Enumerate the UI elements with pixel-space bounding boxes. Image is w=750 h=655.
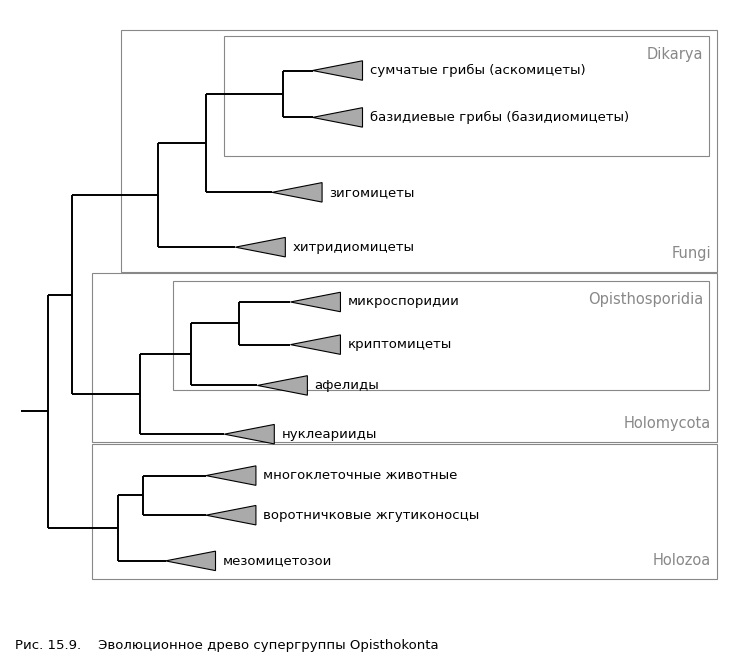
Text: Holomycota: Holomycota <box>624 416 711 431</box>
Polygon shape <box>313 61 362 81</box>
Text: Holozoa: Holozoa <box>652 553 711 568</box>
Polygon shape <box>272 183 322 202</box>
Polygon shape <box>206 466 256 485</box>
Polygon shape <box>290 335 340 354</box>
Text: Рис. 15.9.    Эволюционное древо супергруппы Opisthokonta: Рис. 15.9. Эволюционное древо супергрупп… <box>15 639 439 652</box>
Polygon shape <box>313 107 362 127</box>
Text: Opisthosporidia: Opisthosporidia <box>588 291 704 307</box>
Polygon shape <box>257 376 307 395</box>
Polygon shape <box>224 424 274 444</box>
Polygon shape <box>206 506 256 525</box>
Text: хитридиомицеты: хитридиомицеты <box>292 240 415 253</box>
Bar <box>172 280 710 390</box>
Polygon shape <box>236 237 285 257</box>
Text: нуклеарииды: нуклеарииды <box>282 428 377 441</box>
Text: микроспоридии: микроспоридии <box>348 295 460 309</box>
Text: криптомицеты: криптомицеты <box>348 338 452 351</box>
Text: Fungi: Fungi <box>671 246 711 261</box>
Text: базидиевые грибы (базидиомицеты): базидиевые грибы (базидиомицеты) <box>370 111 629 124</box>
Bar <box>92 444 717 579</box>
Text: мезомицетозои: мезомицетозои <box>223 554 332 567</box>
Text: сумчатые грибы (аскомицеты): сумчатые грибы (аскомицеты) <box>370 64 586 77</box>
Bar <box>92 273 717 442</box>
Polygon shape <box>290 292 340 312</box>
Text: афелиды: афелиды <box>315 379 380 392</box>
Bar <box>122 29 717 272</box>
Polygon shape <box>166 551 215 571</box>
Text: многоклеточные животные: многоклеточные животные <box>263 469 458 482</box>
Bar <box>224 36 710 156</box>
Text: Dikarya: Dikarya <box>647 47 704 62</box>
Text: зигомицеты: зигомицеты <box>329 186 415 199</box>
Text: воротничковые жгутиконосцы: воротничковые жгутиконосцы <box>263 509 479 521</box>
